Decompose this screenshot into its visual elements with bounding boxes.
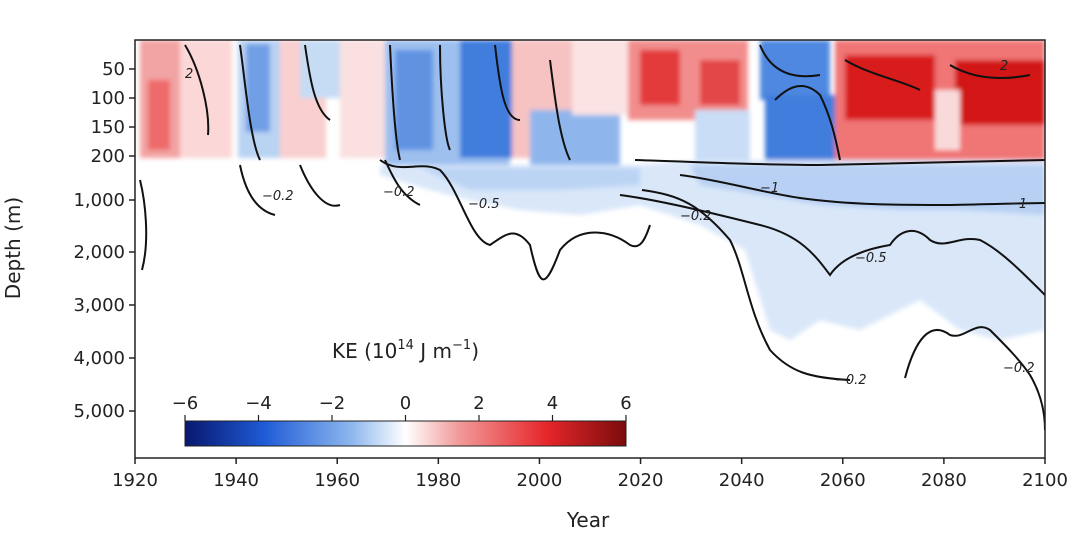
colorbar-tick-label: 6 [620, 393, 631, 414]
x-tick-label: 1920 [112, 470, 158, 491]
contour-line-upper-c [759, 44, 1031, 161]
anomaly-patch [695, 110, 750, 165]
contour-label: −0.2 [262, 189, 294, 204]
contour-label: 2 [185, 67, 193, 82]
contour-line-neg1 [679, 174, 1045, 207]
anomaly-patch [300, 40, 342, 98]
contour-label: −1 [1008, 197, 1027, 212]
y-tick-label: 200 [91, 146, 125, 167]
contour-label: −0.2 [680, 209, 712, 224]
y-axis-ticks: 50 100 150 200 1,000 2,000 3,000 4,000 5,000 [73, 59, 135, 422]
y-tick-label: 4,000 [73, 348, 125, 369]
contour-label: 2 [1000, 59, 1008, 74]
x-tick-label: 1980 [415, 470, 461, 491]
anomaly-field [140, 40, 1045, 340]
y-tick-label: 5,000 [73, 401, 125, 422]
contour-label: −0.5 [855, 251, 887, 266]
colorbar: KE (1014 J m−1) −6 −4 −2 0 2 4 6 [172, 338, 632, 447]
y-tick-label: 150 [91, 117, 125, 138]
anomaly-patch [760, 40, 830, 100]
anomaly-patch [955, 60, 1045, 125]
colorbar-gradient [184, 420, 627, 447]
anomaly-patch [845, 55, 935, 120]
anomaly-patch [572, 40, 632, 115]
x-tick-label: 2100 [1022, 470, 1068, 491]
colorbar-tick-label: −6 [172, 393, 199, 414]
anomaly-patch [148, 80, 170, 150]
contour-label: −0.2 [383, 185, 415, 200]
x-tick-label: 2060 [820, 470, 866, 491]
x-tick-label: 2000 [517, 470, 563, 491]
colorbar-tick-label: −4 [245, 393, 272, 414]
anomaly-patch [700, 60, 740, 105]
anomaly-patch [690, 165, 1045, 215]
x-tick-label: 1960 [314, 470, 360, 491]
contour-label: −0.5 [468, 197, 500, 212]
contour-line-early [139, 159, 421, 271]
y-tick-label: 3,000 [73, 295, 125, 316]
colorbar-tick-label: 0 [400, 393, 411, 414]
x-tick-label: 1940 [213, 470, 259, 491]
contour-lines [139, 44, 1045, 431]
anomaly-patch [420, 168, 640, 190]
contour-line-neg05 [619, 194, 1045, 296]
x-axis-ticks: 1920 1940 1960 1980 2000 2020 2040 2060 2080 2100 [112, 458, 1068, 491]
contour-label: −0.2 [1003, 361, 1035, 376]
anomaly-patch [765, 95, 840, 165]
contour-label: −0.2 [835, 373, 867, 388]
y-tick-label: 2,000 [73, 242, 125, 263]
anomaly-patch [340, 40, 385, 158]
x-axis-title: Year [566, 508, 610, 532]
anomaly-patch [935, 90, 960, 150]
contour-line-mid [379, 159, 651, 281]
y-tick-label: 1,000 [73, 190, 125, 211]
anomaly-patch [530, 110, 620, 170]
contour-line-upper-d [634, 159, 1045, 167]
colorbar-ticks: −6 −4 −2 0 2 4 6 [172, 393, 632, 421]
anomaly-patch [180, 40, 232, 158]
contour-line-upper-b [389, 44, 571, 161]
anomaly-patch [640, 50, 680, 105]
y-tick-label: 100 [91, 88, 125, 109]
contour-label: −1 [760, 181, 779, 196]
colorbar-title: KE (1014 J m−1) [332, 338, 479, 363]
colorbar-tick-label: 2 [473, 393, 484, 414]
x-tick-label: 2080 [921, 470, 967, 491]
contour-line-neg02-deep [641, 189, 1045, 431]
contour-labels: −0.2 −0.2 −0.5 −0.2 −0.2 −0.2 −0.5 −1 −1… [185, 59, 1035, 388]
anomaly-patch [395, 50, 433, 150]
colorbar-tick-label: −2 [319, 393, 346, 414]
y-axis-title: Depth (m) [1, 197, 25, 299]
x-tick-label: 2020 [618, 470, 664, 491]
contour-line-upper-a [184, 44, 331, 161]
y-tick-label: 50 [102, 59, 125, 80]
colorbar-tick-label: 4 [547, 393, 558, 414]
plot-frame [134, 39, 1046, 459]
x-tick-label: 2040 [719, 470, 765, 491]
